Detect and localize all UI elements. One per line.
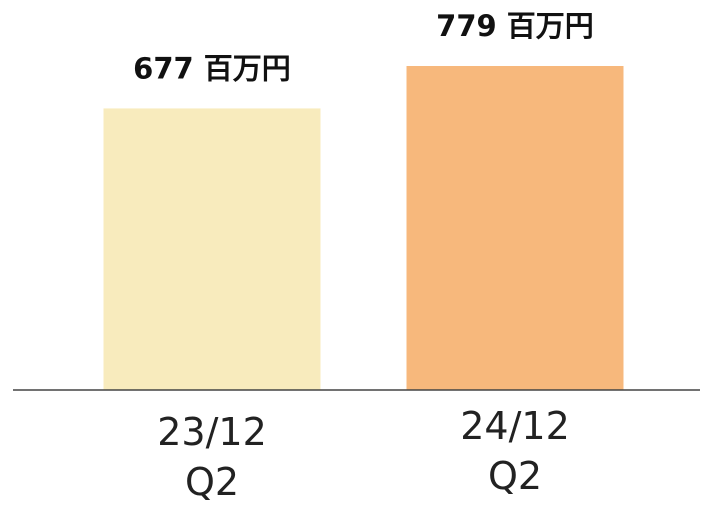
bar [103, 108, 321, 391]
x-tick-label: 24/12 Q2 [460, 404, 570, 498]
value-label: 677 百万円 [133, 51, 291, 85]
value-label: 779 百万円 [436, 9, 594, 43]
x-tick-label: 23/12 Q2 [157, 410, 267, 504]
bar [406, 66, 624, 390]
